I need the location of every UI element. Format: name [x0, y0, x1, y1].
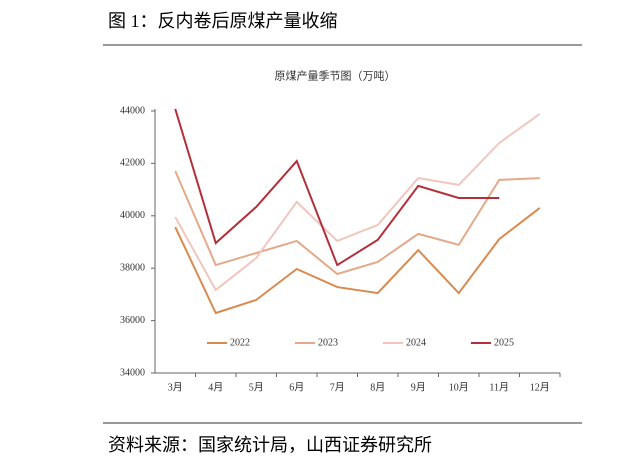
legend-label: 2024 [406, 337, 426, 348]
x-tick-label: 9月 [411, 381, 426, 393]
legend-label: 2023 [318, 337, 338, 348]
x-tick-label: 6月 [289, 381, 304, 393]
source-note: 资料来源：国家统计局，山西证券研究所 [108, 435, 432, 455]
x-tick-label: 10月 [449, 381, 469, 393]
series-line [174, 108, 500, 267]
x-tick-label: 3月 [168, 381, 183, 393]
series-line [174, 113, 541, 292]
chart-title: 原煤产量季节图（万吨） [275, 69, 396, 83]
y-tick-label: 34000 [120, 367, 145, 378]
series-line [174, 170, 540, 276]
x-tick-label: 7月 [330, 381, 345, 393]
y-tick-label: 42000 [120, 158, 145, 169]
y-tick-label: 38000 [120, 262, 145, 273]
x-tick-label: 4月 [208, 381, 223, 393]
x-tick-label: 11月 [489, 381, 509, 393]
y-tick-label: 44000 [120, 105, 145, 116]
x-tick-label: 12月 [530, 381, 550, 393]
series-line [174, 207, 541, 315]
figure-title: 图 1：反内卷后原煤产量收缩 [108, 11, 338, 31]
x-tick-label: 8月 [370, 381, 385, 393]
y-tick-label: 36000 [120, 315, 145, 326]
legend-label: 2025 [494, 337, 514, 348]
y-tick-label: 40000 [120, 210, 145, 221]
x-tick-label: 5月 [249, 381, 264, 393]
legend-label: 2022 [230, 337, 250, 348]
